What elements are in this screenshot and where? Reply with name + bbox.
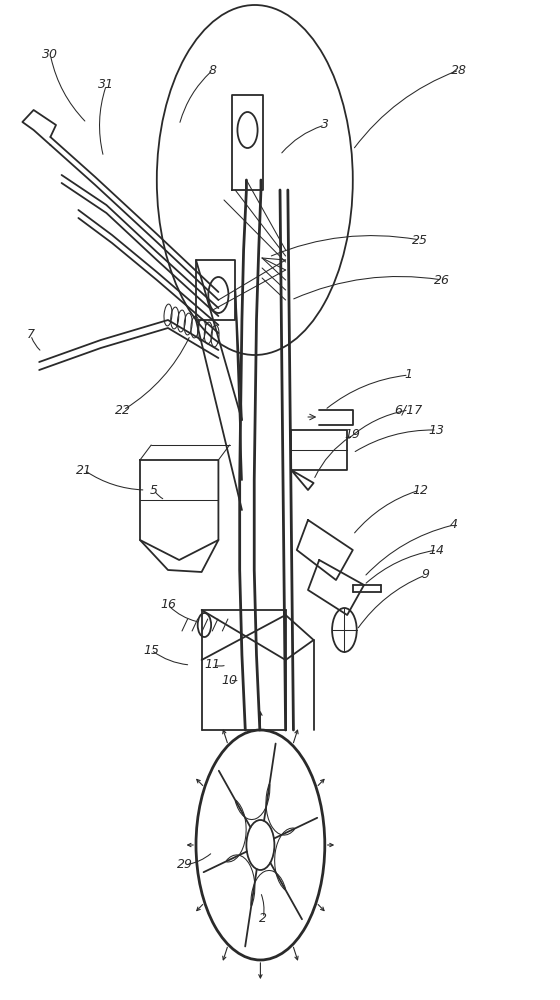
Text: 2: 2	[259, 912, 267, 924]
Text: 3: 3	[321, 118, 329, 131]
Text: 12: 12	[412, 484, 428, 496]
Text: 26: 26	[435, 273, 450, 286]
Text: 15: 15	[143, 644, 159, 656]
Text: 10: 10	[222, 674, 237, 686]
Text: 22: 22	[115, 403, 131, 416]
Text: 21: 21	[76, 464, 92, 477]
Text: 29: 29	[177, 858, 193, 871]
Text: 30: 30	[43, 48, 58, 62]
Text: 6/17: 6/17	[395, 403, 423, 416]
Text: 19: 19	[345, 428, 361, 442]
Text: 13: 13	[429, 424, 445, 436]
Text: 16: 16	[160, 598, 176, 611]
Text: 7: 7	[27, 328, 35, 342]
Text: 1: 1	[405, 368, 413, 381]
Text: 25: 25	[412, 233, 428, 246]
Text: 14: 14	[429, 544, 445, 556]
Text: 9: 9	[422, 568, 430, 582]
Text: 5: 5	[150, 484, 158, 496]
Text: 8: 8	[209, 64, 217, 77]
Text: 28: 28	[451, 64, 467, 77]
Text: 31: 31	[99, 79, 114, 92]
Text: 11: 11	[205, 658, 221, 672]
Text: 4: 4	[450, 518, 458, 532]
